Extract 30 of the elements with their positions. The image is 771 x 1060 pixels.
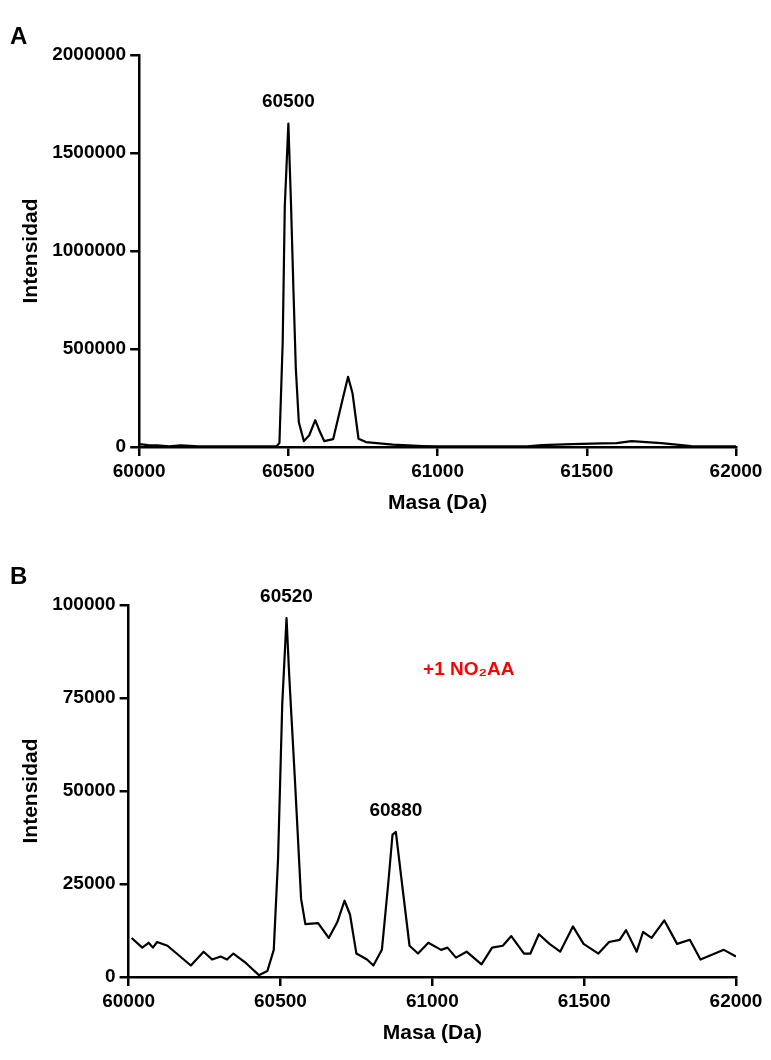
- y-axis-title: Intensidad: [18, 198, 42, 304]
- x-tick-label: 61000: [405, 989, 459, 1011]
- x-axis-title: Masa (Da): [382, 1020, 482, 1044]
- x-tick-label: 61000: [411, 459, 465, 481]
- y-tick-label: 500000: [62, 337, 127, 359]
- annotation: 60520: [260, 584, 313, 606]
- annotation: 60500: [261, 90, 315, 112]
- y-axis-title: Intensidad: [18, 738, 42, 844]
- x-tick-label: 60000: [112, 459, 166, 481]
- x-tick-label: 62000: [709, 989, 763, 1011]
- x-tick-label: 60000: [102, 989, 156, 1011]
- y-tick-label: 100000: [52, 593, 116, 615]
- y-tick-label: 2000000: [52, 43, 127, 65]
- x-tick-label: 61500: [560, 459, 614, 481]
- annotation: +1 NO₂AA: [423, 658, 515, 680]
- chart-title: B: [10, 561, 28, 589]
- y-tick-label: 1000000: [52, 239, 127, 261]
- x-axis-title: Masa (Da): [387, 490, 488, 514]
- y-tick-label: 50000: [62, 779, 116, 801]
- y-tick-label: 25000: [62, 872, 116, 894]
- chart-title: A: [10, 21, 28, 49]
- x-tick-label: 61500: [557, 989, 611, 1011]
- x-tick-label: 60500: [261, 459, 315, 481]
- x-tick-label: 60500: [254, 989, 307, 1011]
- annotation: 60880: [369, 798, 423, 820]
- y-tick-label: 0: [115, 435, 127, 457]
- x-tick-label: 62000: [709, 459, 763, 481]
- y-tick-label: 75000: [62, 686, 116, 708]
- y-tick-label: 1500000: [52, 141, 127, 163]
- y-tick-label: 0: [105, 965, 116, 987]
